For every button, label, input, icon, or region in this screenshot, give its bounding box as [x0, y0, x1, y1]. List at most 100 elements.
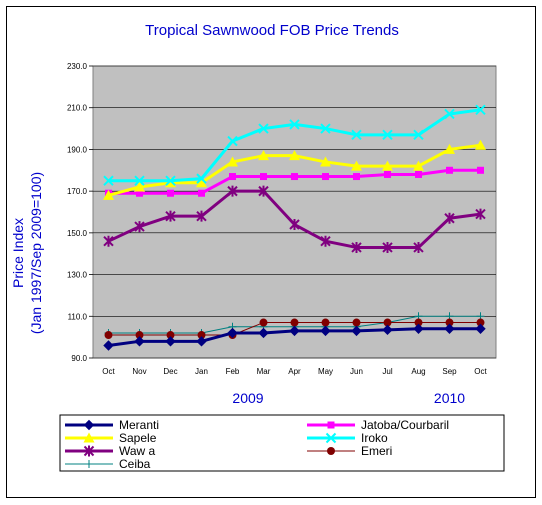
legend-entry: Jatoba/Courbaril [307, 418, 449, 432]
legend-box [59, 414, 505, 472]
series-marker [134, 181, 145, 192]
series-marker [196, 336, 207, 347]
legend-entry: Waw a [65, 444, 156, 458]
series-marker [444, 212, 455, 224]
series-marker [167, 189, 174, 197]
series-marker [351, 160, 362, 171]
series-marker [83, 445, 95, 457]
series-marker [83, 419, 95, 431]
legend-entry: Meranti [65, 418, 159, 432]
series-marker [477, 166, 484, 174]
x-tick-label: Oct [102, 367, 115, 376]
series-marker [414, 318, 423, 327]
y-tick-label: 150.0 [67, 229, 88, 238]
legend-label: Sapele [119, 431, 157, 445]
series-marker [327, 421, 335, 429]
series-marker [198, 189, 205, 197]
series-marker [382, 241, 393, 253]
legend-label: Waw a [119, 444, 156, 458]
series-marker [196, 210, 207, 222]
series-marker [229, 173, 236, 181]
year-label: 2010 [434, 390, 465, 406]
series-marker [413, 323, 424, 335]
series-marker [413, 241, 424, 253]
series-marker [134, 221, 145, 233]
series-waw-a [103, 185, 486, 253]
series-marker [382, 129, 393, 141]
x-tick-label: Mar [257, 367, 271, 376]
y-tick-label: 90.0 [71, 354, 87, 363]
series-jatoba-courbaril [105, 166, 484, 197]
x-tick-label: Apr [288, 367, 301, 376]
legend-label: Ceiba [119, 457, 151, 471]
series-marker [382, 160, 393, 171]
series-marker [258, 123, 269, 134]
series-marker [227, 327, 238, 339]
series-marker [475, 323, 486, 335]
series-marker [136, 189, 143, 197]
series-marker [260, 173, 267, 181]
series-marker [258, 327, 269, 339]
series-marker [327, 447, 335, 455]
y-tick-label: 230.0 [67, 62, 88, 71]
series-marker [413, 160, 424, 171]
series-marker [134, 336, 145, 347]
series-marker [475, 104, 486, 116]
series-marker [103, 189, 114, 200]
series-marker [258, 150, 269, 161]
series-marker [444, 143, 455, 154]
y-tick-label: 190.0 [67, 145, 88, 154]
series-marker [258, 185, 269, 197]
y-axis-label: Price Index (Jan 1997/Sep 2009=100) [10, 172, 44, 334]
series-emeri [104, 318, 485, 340]
series-marker [382, 324, 393, 336]
series-marker [351, 241, 362, 253]
year-label: 2009 [232, 390, 263, 406]
series-marker [166, 331, 175, 340]
series-marker [83, 432, 95, 443]
series-marker [104, 331, 113, 340]
series-marker [291, 173, 298, 181]
legend-label: Iroko [361, 431, 388, 445]
series-marker [413, 129, 424, 141]
series-marker [165, 336, 176, 347]
legend-entry: Iroko [307, 431, 388, 445]
plot-area [92, 65, 497, 359]
series-marker [352, 318, 361, 327]
series-marker [197, 331, 206, 340]
series-iroko [103, 104, 486, 186]
x-tick-label: Jan [195, 367, 208, 376]
legend-entry: Emeri [307, 444, 392, 458]
series-marker [134, 175, 145, 186]
series-sapele [103, 139, 486, 200]
series-marker [289, 219, 300, 231]
series-marker [85, 460, 93, 468]
series-marker [135, 331, 144, 340]
series-marker [444, 108, 455, 120]
price-trends-chart: Tropical Sawnwood FOB Price Trends 90.0 1… [10, 22, 505, 472]
y-tick-label: 130.0 [67, 271, 88, 280]
x-tick-label: May [318, 367, 333, 376]
series-marker [289, 150, 300, 161]
x-tick-label: Aug [411, 367, 425, 376]
series-marker [165, 175, 176, 186]
chart-title: Tropical Sawnwood FOB Price Trends [145, 22, 399, 39]
series-marker [321, 318, 330, 327]
series-marker [320, 156, 331, 167]
legend-label: Jatoba/Courbaril [361, 418, 449, 432]
legend-entry: Ceiba [65, 457, 151, 471]
legend-entry: Sapele [65, 431, 157, 445]
series-marker [322, 173, 329, 181]
series-marker [196, 173, 207, 184]
y-tick-label: 110.0 [68, 312, 88, 321]
x-tick-label: Nov [132, 367, 146, 376]
x-tick-label: Sep [442, 367, 457, 376]
series-marker [384, 170, 391, 178]
series-marker [476, 318, 485, 327]
series-meranti [103, 323, 486, 351]
series-marker [320, 235, 331, 247]
series-marker [259, 318, 268, 327]
series-marker [289, 325, 300, 337]
series-marker [444, 323, 455, 335]
x-tick-label: Jun [350, 367, 363, 376]
